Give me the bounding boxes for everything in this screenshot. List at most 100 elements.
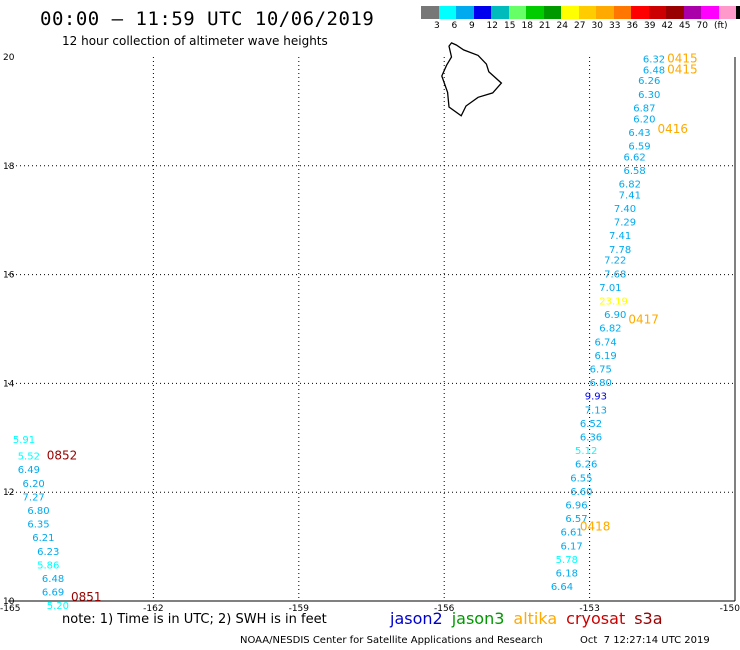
legend-swatch [613, 6, 631, 19]
wave-height-label: 6.36 [580, 433, 602, 444]
legend-label: 21 [539, 21, 551, 31]
legend-swatch [701, 6, 719, 19]
x-tick-label: -162 [143, 604, 163, 614]
x-tick-label: -156 [434, 604, 455, 614]
wave-height-label: 6.55 [570, 473, 592, 484]
y-tick-label: 16 [3, 271, 15, 281]
wave-height-label: 6.30 [638, 90, 660, 101]
legend-swatch [561, 6, 579, 19]
legend-label: 15 [504, 21, 516, 31]
legend-label: 30 [591, 21, 603, 31]
legend-swatch [683, 6, 701, 19]
units-note: note: 1) Time is in UTC; 2) SWH is in fe… [62, 612, 327, 627]
x-tick-label: -159 [289, 604, 310, 614]
wave-height-label: 7.22 [604, 256, 626, 267]
wave-height-label: 7.13 [585, 405, 607, 416]
wave-height-label: 6.61 [561, 528, 583, 539]
wave-height-label: 6.96 [565, 501, 587, 512]
wave-height-label: 6.57 [565, 514, 587, 525]
y-tick-label: 20 [3, 53, 15, 63]
x-tick-label: -165 [0, 604, 20, 614]
axis-ticks: -165 -162 -159 -156 -153 -150 10 12 14 16 18 20 [0, 53, 740, 614]
wave-height-label: 5.52 [18, 452, 40, 463]
page-title: 00:00 – 11:59 UTC 10/06/2019 [40, 8, 375, 30]
wave-height-points: 6.326.486.266.306.876.206.436.596.626.58… [13, 54, 665, 612]
wave-height-label: 23.19 [599, 297, 628, 308]
satellite-key-jason2: jason2 [390, 609, 443, 628]
wave-height-label: 9.93 [585, 392, 607, 403]
x-tick-label: -153 [579, 604, 599, 614]
wave-height-label: 5.20 [47, 601, 69, 612]
satellite-key: jason2 jason3 altika cryosat s3a [390, 609, 672, 628]
wave-height-label: 5.86 [37, 560, 59, 571]
wave-height-label: 6.52 [580, 419, 602, 430]
wave-height-label: 6.75 [590, 365, 612, 376]
legend-label: 27 [574, 21, 586, 31]
satellite-key-jason3: jason3 [451, 609, 505, 628]
wave-height-label: 6.18 [556, 569, 578, 580]
wave-height-label: 7.78 [609, 245, 631, 256]
legend-label: 6 [451, 21, 458, 31]
legend-label: 70 [696, 21, 708, 31]
wave-height-label: 6.20 [23, 479, 45, 490]
legend-label: 33 [609, 21, 621, 31]
generation-timestamp: Oct 7 12:27:14 UTC 2019 [580, 635, 710, 646]
pass-time-label: 0415 [667, 62, 698, 76]
wave-height-label: 6.87 [633, 103, 655, 114]
legend-label: 42 [661, 21, 673, 31]
pass-time-label: 0851 [71, 590, 102, 604]
legend-swatch [578, 6, 596, 19]
wave-height-label: 6.35 [27, 520, 49, 531]
wave-height-label: 7.40 [614, 204, 636, 215]
wave-height-label: 6.21 [32, 533, 54, 544]
page-subtitle: 12 hour collection of altimeter wave hei… [62, 34, 328, 48]
wave-height-label: 6.32 [643, 54, 665, 65]
wave-height-label: 6.48 [643, 65, 665, 76]
legend-label: 9 [469, 21, 475, 31]
legend-label: 36 [626, 21, 638, 31]
wave-height-label: 7.01 [599, 283, 621, 294]
wave-height-label: 6.17 [561, 541, 583, 552]
y-tick-label: 12 [3, 488, 14, 498]
legend-swatch [438, 6, 456, 19]
wave-height-label: 7.41 [609, 231, 631, 242]
legend-swatches [421, 6, 740, 19]
legend-swatch [631, 6, 649, 19]
wave-height-label: 6.59 [628, 141, 650, 152]
wave-height-label: 6.74 [594, 337, 616, 348]
wave-height-label: 6.58 [624, 166, 646, 177]
legend-label: 12 [486, 21, 498, 31]
wave-height-label: 6.62 [624, 152, 646, 163]
legend-swatch [421, 6, 439, 19]
legend-swatch [736, 6, 740, 19]
y-tick-label: 14 [3, 379, 15, 389]
legend-swatch [666, 6, 684, 19]
wave-height-label: 6.90 [604, 310, 626, 321]
legend-swatch [456, 6, 474, 19]
legend-swatch [491, 6, 509, 19]
color-legend: 3 6 9 12 15 18 21 24 27 30 33 36 39 42 45 70 (ft) [421, 6, 740, 33]
hawaii-island-outline [441, 42, 503, 117]
x-tick-label: -150 [720, 604, 740, 614]
legend-swatch [648, 6, 666, 19]
wave-height-label: 6.64 [551, 582, 573, 593]
wave-height-label: 6.60 [570, 487, 592, 498]
wave-height-label: 7.41 [619, 190, 641, 201]
wave-height-label: 6.26 [575, 460, 597, 471]
wave-height-label: 5.91 [13, 435, 35, 446]
wave-height-label: 6.80 [27, 506, 49, 517]
y-tick-label: 18 [3, 162, 15, 172]
wave-height-label: 6.23 [37, 547, 59, 558]
satellite-key-s3a: s3a [634, 609, 663, 628]
credit-line: NOAA/NESDIS Center for Satellite Applica… [240, 635, 543, 646]
pass-time-label: 0415 [667, 51, 698, 65]
legend-swatch [543, 6, 561, 19]
wave-height-label: 5.12 [575, 446, 597, 457]
pass-time-label: 0852 [47, 449, 78, 463]
wave-height-label: 5.78 [556, 555, 578, 566]
wave-height-label: 6.82 [599, 324, 621, 335]
legend-swatch [526, 6, 544, 19]
legend-labels: 3 6 9 12 15 18 21 24 27 30 33 36 39 42 45 70 (ft) [421, 19, 740, 33]
